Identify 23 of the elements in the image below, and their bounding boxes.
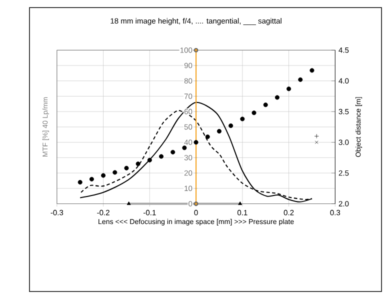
point <box>136 162 140 166</box>
point <box>170 150 176 154</box>
point <box>286 86 292 92</box>
point <box>240 116 245 122</box>
point <box>101 173 106 178</box>
point <box>89 176 94 182</box>
point <box>124 166 129 170</box>
point <box>298 77 303 82</box>
point <box>314 140 318 144</box>
point <box>252 110 256 116</box>
point <box>147 158 152 162</box>
point <box>194 140 198 145</box>
point <box>310 68 314 73</box>
point <box>182 146 187 150</box>
point <box>228 124 234 128</box>
point <box>263 102 268 108</box>
point <box>159 154 164 159</box>
point <box>112 170 118 175</box>
point <box>78 180 82 185</box>
point <box>314 134 319 139</box>
point <box>205 134 210 140</box>
point <box>216 129 222 134</box>
point <box>274 95 280 100</box>
